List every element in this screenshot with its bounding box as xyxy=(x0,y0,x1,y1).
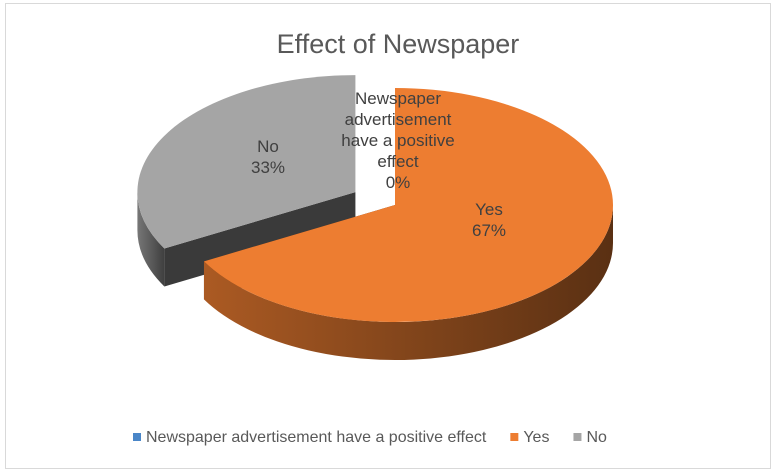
legend-label: Newspaper advertisement have a positive … xyxy=(146,429,487,446)
legend-item-newspaper-advertisement-have-a-positive-effect: Newspaper advertisement have a positive … xyxy=(133,429,487,446)
pie-slice-yes xyxy=(203,88,613,360)
legend-item-no: No xyxy=(573,429,607,446)
data-labels: Newspaper advertisement have a positive eff… xyxy=(251,89,506,240)
legend-swatch xyxy=(573,433,582,441)
slice-top-no xyxy=(137,75,356,249)
slice-wall-yes xyxy=(203,205,613,360)
chart-title: Effect of Newspaper xyxy=(277,29,520,59)
data-label-yes: Yes 67% xyxy=(472,200,506,240)
slice-wall-no xyxy=(137,192,165,287)
legend-item-yes: Yes xyxy=(510,429,549,446)
slice-top-yes xyxy=(203,88,613,322)
data-label-no: No 33% xyxy=(251,137,285,177)
legend-swatch xyxy=(133,433,141,441)
legend-swatch xyxy=(510,433,519,441)
legend-label: No xyxy=(586,429,607,446)
data-label-newspaper-advertisement-have-a-positive-effect: Newspaper advertisement have a positive eff… xyxy=(341,89,454,192)
legend: Newspaper advertisement have a positive … xyxy=(133,429,607,446)
pie-layer xyxy=(137,75,613,360)
legend-label: Yes xyxy=(523,429,549,446)
